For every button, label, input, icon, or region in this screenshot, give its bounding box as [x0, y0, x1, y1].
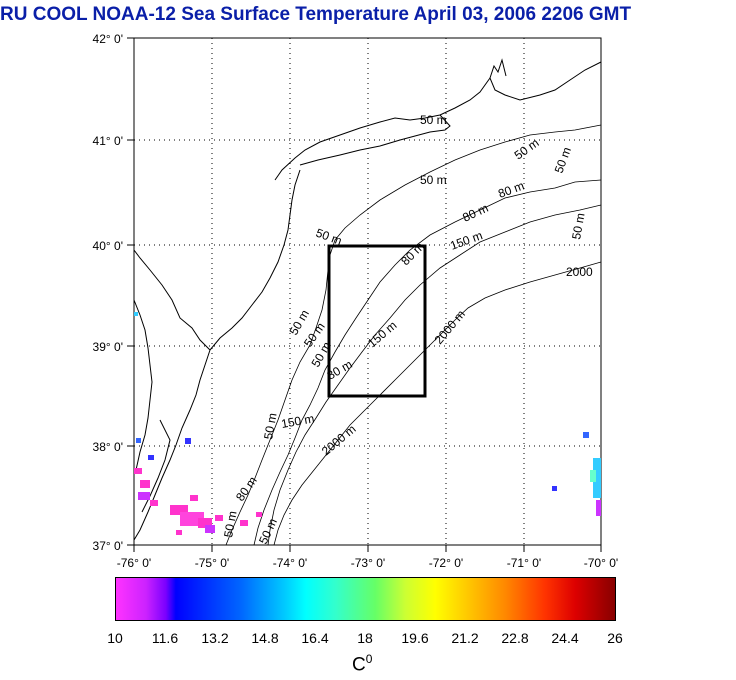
colorbar-tick: 22.8 — [501, 630, 529, 646]
lon-tick-73: -73° 0' — [351, 556, 385, 570]
contour-label: 80 m — [233, 474, 260, 504]
lon-tick-76: -76° 0' — [117, 556, 151, 570]
lat-tick-42: 42° 0' — [93, 32, 123, 46]
bathymetry-contours — [225, 124, 602, 546]
lat-lon-grid — [134, 38, 601, 545]
unit-superscript: 0 — [365, 652, 373, 666]
contour-label: 150 m — [448, 228, 484, 253]
colorbar-tick: 21.2 — [451, 630, 479, 646]
contour-label: 150 m — [365, 318, 400, 350]
temperature-colorbar — [115, 577, 616, 621]
contour-label: 80 m — [398, 239, 427, 268]
contour-label: 150 m — [280, 411, 315, 431]
colorbar-tick: 24.4 — [551, 630, 579, 646]
contour-label: 80 m — [460, 201, 490, 225]
contour-label: 50 m — [552, 145, 574, 175]
contour-label: 2000 m — [319, 422, 359, 458]
coastline — [133, 58, 602, 541]
map-title: RU COOL NOAA-12 Sea Surface Temperature … — [0, 4, 632, 25]
colorbar-tick: 16.4 — [301, 630, 329, 646]
lat-tick-39: 39° 0' — [93, 340, 123, 354]
colorbar-tick: 19.6 — [401, 630, 429, 646]
lon-tick-70: -70° 0' — [584, 556, 618, 570]
lat-tick-37: 37° 0' — [93, 539, 123, 553]
colorbar-tick: 11.6 — [151, 630, 179, 646]
colorbar-tick: 14.8 — [251, 630, 279, 646]
contour-label: 50 m — [261, 412, 279, 441]
contour-label: 80 m — [496, 179, 526, 201]
lon-tick-72: -72° 0' — [429, 556, 463, 570]
contour-label: 50 m — [256, 516, 280, 546]
axis-tick-marks — [127, 37, 602, 552]
sst-pixels — [134, 312, 601, 535]
lat-tick-40: 40° 0' — [93, 239, 123, 253]
colorbar-unit: C0 — [352, 652, 372, 676]
study-area-box — [327, 244, 427, 398]
contour-label: 50 m — [569, 212, 587, 241]
lat-tick-38: 38° 0' — [93, 440, 123, 454]
unit-label: C — [352, 654, 366, 676]
contour-label: 50 m — [420, 113, 447, 127]
colorbar-tick: 18 — [357, 630, 373, 646]
lon-tick-74: -74° 0' — [273, 556, 307, 570]
contour-label: 2000 — [566, 265, 593, 279]
contour-label: 50 m — [512, 136, 542, 163]
colorbar-tick: 13.2 — [201, 630, 229, 646]
contour-label: 50 m — [420, 173, 447, 187]
contour-label: 50 m — [221, 510, 239, 539]
colorbar-tick: 26 — [607, 630, 623, 646]
colorbar-tick: 10 — [107, 630, 123, 646]
contour-label: 2000 m — [432, 307, 468, 347]
lon-tick-75: -75° 0' — [195, 556, 229, 570]
lat-tick-41: 41° 0' — [93, 134, 123, 148]
lon-tick-71: -71° 0' — [507, 556, 541, 570]
